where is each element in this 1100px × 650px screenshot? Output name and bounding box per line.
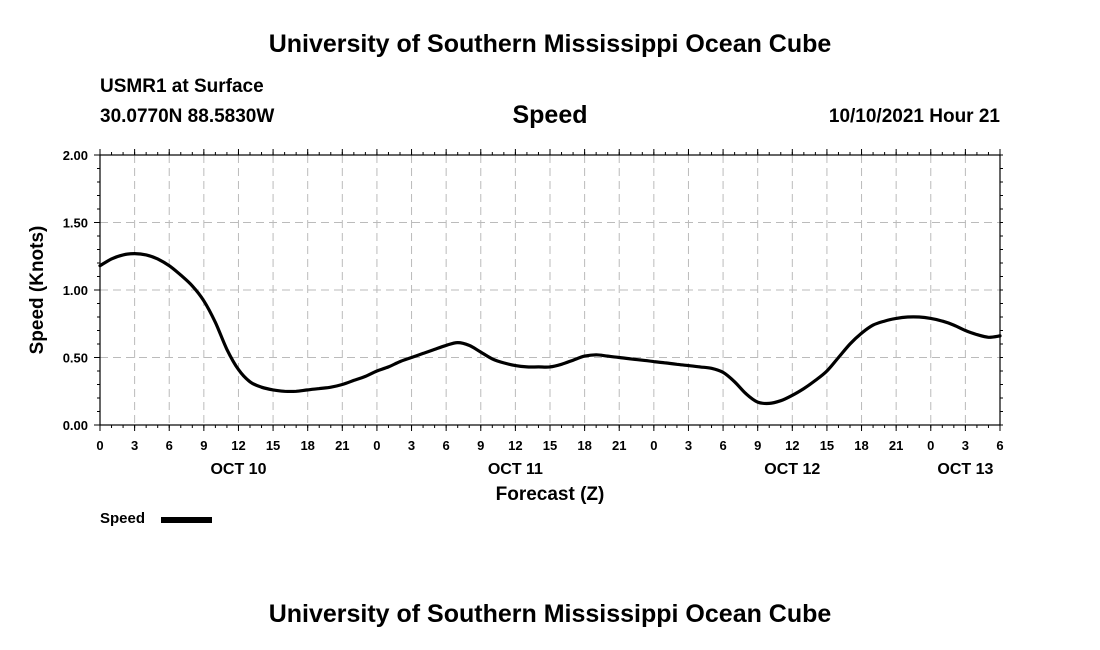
x-tick-label: 15 xyxy=(266,438,280,453)
x-tick-label: 9 xyxy=(200,438,207,453)
y-tick-label: 0.00 xyxy=(63,418,88,433)
x-tick-label: 3 xyxy=(685,438,692,453)
x-tick-label: 0 xyxy=(96,438,103,453)
x-tick-labels: 0 3 6 9 12 15 18 21 0 3 6 9 12 15 18 21 0 3 6 9 12 15 18 21 0 3 6 xyxy=(96,438,1003,453)
chart-title: Speed xyxy=(512,101,588,129)
day-labels: OCT 10 OCT 11 OCT 12 OCT 13 xyxy=(210,461,993,478)
x-tick-label: 3 xyxy=(131,438,138,453)
x-tick-label: 21 xyxy=(889,438,903,453)
x-tick-label: 15 xyxy=(543,438,557,453)
x-tick-label: 6 xyxy=(996,438,1003,453)
location-label: 30.0770N 88.5830W xyxy=(100,106,275,127)
x-tick-label: 6 xyxy=(166,438,173,453)
x-tick-label: 18 xyxy=(300,438,314,453)
speed-series-line xyxy=(98,252,1002,406)
day-label: OCT 13 xyxy=(937,461,993,478)
bottom-title: University of Southern Mississippi Ocean… xyxy=(268,600,832,628)
x-tick-label: 9 xyxy=(477,438,484,453)
x-tick-label: 0 xyxy=(373,438,380,453)
x-tick-label: 6 xyxy=(443,438,450,453)
y-axis-label: Speed (Knots) xyxy=(27,226,48,355)
x-tick-label: 9 xyxy=(754,438,761,453)
datetime-label: 10/10/2021 Hour 21 xyxy=(828,106,1000,127)
day-label: OCT 11 xyxy=(488,461,543,478)
x-tick-label: 6 xyxy=(719,438,726,453)
top-title: University of Southern Mississippi Ocean… xyxy=(268,30,832,58)
y-tick-label: 1.50 xyxy=(63,216,88,231)
x-tick-label: 18 xyxy=(577,438,591,453)
y-tick-labels: 0.00 0.50 1.00 1.50 2.00 xyxy=(63,148,88,433)
x-tick-label: 0 xyxy=(650,438,657,453)
x-tick-label: 21 xyxy=(335,438,349,453)
x-tick-label: 15 xyxy=(820,438,834,453)
day-label: OCT 10 xyxy=(210,461,266,478)
y-tick-label: 2.00 xyxy=(63,148,88,163)
x-tick-label: 12 xyxy=(785,438,799,453)
x-tick-label: 12 xyxy=(508,438,522,453)
station-label: USMR1 at Surface xyxy=(100,76,264,97)
grid-lines xyxy=(100,155,1000,425)
y-tick-label: 1.00 xyxy=(63,283,88,298)
y-tick-label: 0.50 xyxy=(63,351,88,366)
x-tick-label: 12 xyxy=(231,438,245,453)
legend-label: Speed xyxy=(100,510,146,527)
x-tick-label: 3 xyxy=(408,438,415,453)
x-axis-label: Forecast (Z) xyxy=(496,484,605,505)
x-tick-label: 3 xyxy=(962,438,969,453)
x-tick-label: 0 xyxy=(927,438,934,453)
day-label: OCT 12 xyxy=(764,461,820,478)
plot-frame xyxy=(99,154,1001,426)
x-tick-label: 21 xyxy=(612,438,626,453)
x-tick-label: 18 xyxy=(854,438,868,453)
